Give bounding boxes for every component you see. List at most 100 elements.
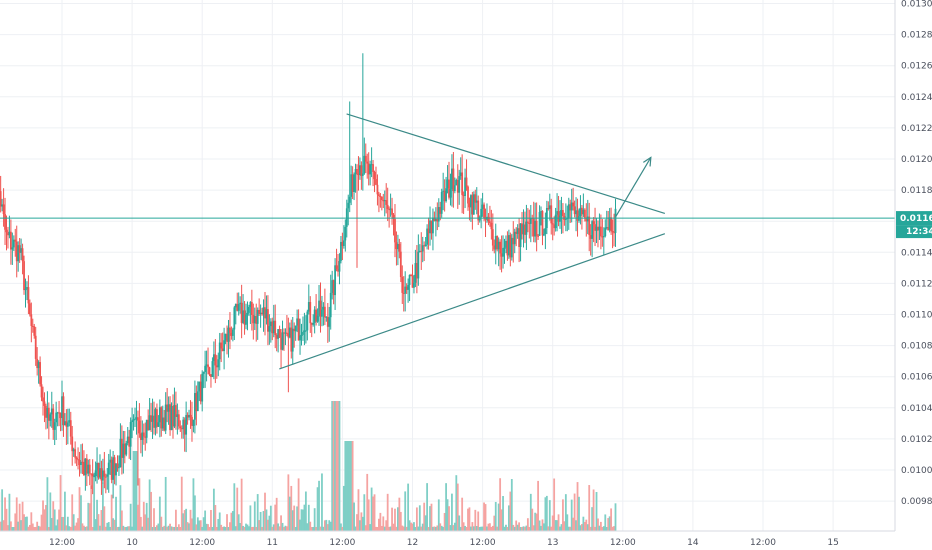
- candle[interactable]: [198, 381, 201, 401]
- candle[interactable]: [106, 468, 109, 490]
- candle[interactable]: [36, 347, 39, 376]
- candle[interactable]: [521, 212, 523, 240]
- candle[interactable]: [543, 228, 545, 237]
- candle[interactable]: [59, 412, 62, 432]
- candle[interactable]: [411, 264, 414, 288]
- candle[interactable]: [407, 278, 410, 303]
- candle[interactable]: [97, 462, 100, 480]
- candle[interactable]: [61, 380, 63, 431]
- candle[interactable]: [611, 219, 614, 249]
- candle[interactable]: [487, 213, 490, 226]
- candle[interactable]: [586, 199, 589, 235]
- candle[interactable]: [567, 197, 570, 230]
- candle[interactable]: [544, 212, 547, 250]
- time-axis[interactable]: 12:00 10 12:00 11 12:00 12 12:00 13 12:00 14 12:00…: [0, 530, 895, 548]
- candle[interactable]: [293, 322, 296, 348]
- candle[interactable]: [404, 271, 407, 312]
- candle[interactable]: [191, 401, 193, 442]
- candle[interactable]: [534, 202, 537, 243]
- candle[interactable]: [464, 168, 466, 209]
- candle[interactable]: [540, 206, 542, 226]
- candle[interactable]: [595, 217, 598, 244]
- candle[interactable]: [309, 296, 312, 333]
- candle[interactable]: [363, 137, 366, 175]
- candle[interactable]: [475, 187, 478, 215]
- candle[interactable]: [379, 193, 382, 208]
- candle[interactable]: [236, 292, 239, 312]
- candle[interactable]: [249, 301, 252, 325]
- candle[interactable]: [221, 332, 224, 352]
- candle[interactable]: [253, 307, 256, 331]
- candle[interactable]: [554, 207, 557, 232]
- candle[interactable]: [328, 306, 331, 342]
- candle[interactable]: [212, 341, 215, 380]
- candle[interactable]: [465, 159, 468, 191]
- candle[interactable]: [230, 326, 233, 340]
- candle[interactable]: [417, 234, 420, 286]
- candle[interactable]: [335, 248, 338, 272]
- candle[interactable]: [528, 209, 531, 239]
- candle[interactable]: [548, 193, 551, 221]
- candle[interactable]: [83, 450, 85, 477]
- candle[interactable]: [443, 179, 446, 212]
- candle[interactable]: [559, 200, 561, 229]
- candle[interactable]: [11, 232, 14, 265]
- candle[interactable]: [319, 282, 322, 333]
- candle[interactable]: [177, 409, 180, 430]
- candle[interactable]: [283, 328, 285, 351]
- candle[interactable]: [367, 152, 370, 186]
- candle[interactable]: [459, 157, 462, 180]
- candle[interactable]: [429, 206, 431, 246]
- candle[interactable]: [265, 295, 268, 325]
- candle[interactable]: [456, 164, 459, 209]
- candle[interactable]: [90, 473, 93, 489]
- candle[interactable]: [2, 188, 5, 227]
- candle[interactable]: [109, 449, 112, 475]
- candle[interactable]: [551, 218, 554, 241]
- candle[interactable]: [415, 245, 418, 294]
- candle[interactable]: [312, 314, 315, 327]
- candle[interactable]: [537, 234, 539, 240]
- candle[interactable]: [21, 243, 24, 275]
- candle[interactable]: [491, 213, 494, 252]
- candle[interactable]: [607, 211, 610, 231]
- candle[interactable]: [20, 238, 23, 261]
- candle[interactable]: [398, 238, 401, 259]
- candle[interactable]: [148, 397, 151, 431]
- candle[interactable]: [7, 226, 9, 249]
- candle[interactable]: [85, 454, 88, 487]
- candle[interactable]: [135, 400, 138, 435]
- candle[interactable]: [347, 194, 350, 226]
- candle[interactable]: [207, 347, 209, 375]
- candle[interactable]: [287, 317, 290, 393]
- candle[interactable]: [145, 419, 148, 444]
- candle[interactable]: [189, 400, 192, 429]
- candle[interactable]: [101, 458, 104, 484]
- candle[interactable]: [370, 147, 373, 178]
- candle[interactable]: [372, 160, 374, 187]
- candle[interactable]: [139, 416, 142, 454]
- candle[interactable]: [256, 307, 259, 340]
- candle[interactable]: [34, 326, 37, 366]
- candle[interactable]: [42, 386, 44, 416]
- candle[interactable]: [93, 472, 96, 478]
- candle[interactable]: [147, 409, 150, 431]
- candle[interactable]: [604, 219, 607, 238]
- candle[interactable]: [204, 350, 207, 388]
- candle[interactable]: [144, 422, 147, 451]
- candle[interactable]: [399, 242, 402, 283]
- candle[interactable]: [610, 207, 613, 235]
- candle[interactable]: [272, 304, 275, 338]
- candle[interactable]: [113, 454, 116, 485]
- candle[interactable]: [118, 455, 120, 476]
- candle[interactable]: [218, 332, 221, 371]
- candle[interactable]: [239, 296, 242, 314]
- candle[interactable]: [560, 196, 563, 234]
- candle[interactable]: [242, 294, 244, 324]
- candle[interactable]: [468, 197, 471, 221]
- candle[interactable]: [47, 402, 50, 440]
- candle[interactable]: [138, 403, 141, 438]
- candle[interactable]: [426, 224, 429, 250]
- candle[interactable]: [23, 255, 25, 295]
- candle[interactable]: [418, 244, 421, 253]
